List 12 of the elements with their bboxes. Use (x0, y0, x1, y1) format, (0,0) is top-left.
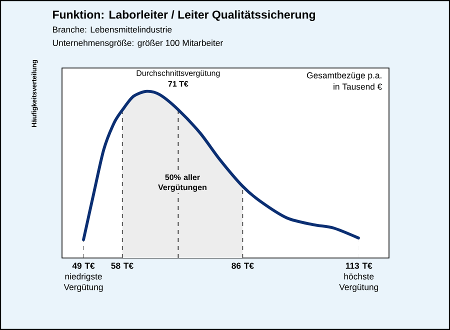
x-tick-label: 113 T€ höchste Vergütung (339, 262, 378, 292)
chart-title: Funktion: Laborleiter / Leiter Qualitätssicherung (53, 10, 316, 22)
band-label: 50% aller Vergütungen (158, 174, 206, 192)
ref-line-label: 71 T€ (168, 81, 188, 87)
text: Unternehmensgröße: größer 100 Mitarbeiter (52, 40, 223, 48)
x-tick-label: 58 T€ (111, 262, 134, 269)
text: in Tausend € (334, 83, 382, 90)
x-tick-label: 49 T€ niedrigste Vergütung (64, 262, 103, 292)
chart-subtitle: Branche: Lebensmittelindustrie (52, 26, 172, 33)
text: Gesamtbezüge p.a. (306, 72, 382, 80)
text: Durchschnittsvergütung (136, 70, 220, 78)
x-tick-label: 86 T€ (232, 262, 254, 269)
